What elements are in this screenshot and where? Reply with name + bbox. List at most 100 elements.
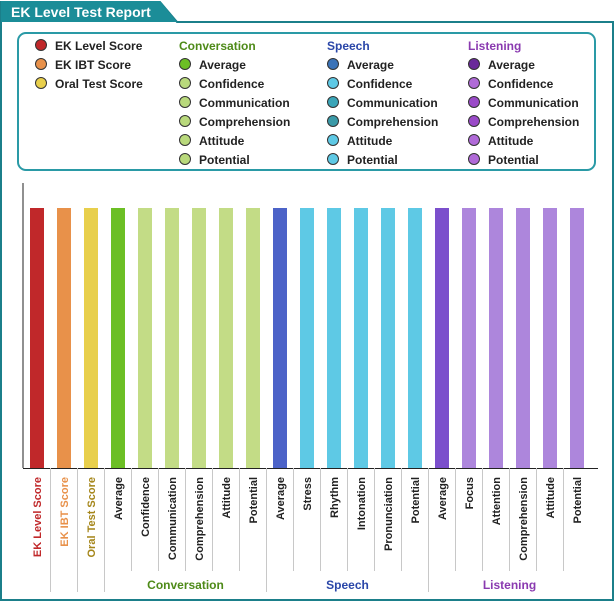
- legend-label: Confidence: [347, 77, 413, 91]
- bar: [489, 208, 503, 468]
- bar: [327, 208, 341, 468]
- bar: [84, 208, 98, 468]
- legend-swatch: [327, 77, 339, 89]
- legend-item: Confidence: [179, 76, 264, 92]
- x-tick-label: EK Level Score: [32, 477, 44, 557]
- legend-swatch: [35, 39, 47, 51]
- legend-label: Oral Test Score: [55, 77, 143, 91]
- legend-group-title: Speech: [327, 39, 370, 53]
- x-tick-label: Pronunciation: [383, 477, 395, 551]
- bar: [381, 208, 395, 468]
- x-group-label: Speech: [326, 578, 369, 592]
- legend-swatch: [468, 153, 480, 165]
- legend-item: Attitude: [468, 133, 533, 149]
- legend-label: EK Level Score: [55, 39, 143, 53]
- legend-label: Average: [347, 58, 394, 72]
- bar: [57, 208, 71, 468]
- x-tick-label: Intonation: [356, 477, 368, 530]
- bar: [516, 208, 530, 468]
- legend-item: Potential: [468, 152, 539, 168]
- legend-swatch: [179, 134, 191, 146]
- report-title: EK Level Test Report: [11, 4, 151, 20]
- bar: [192, 208, 206, 468]
- x-tick-label: Attitude: [545, 477, 557, 519]
- legend-swatch: [327, 58, 339, 70]
- legend-swatch: [327, 96, 339, 108]
- legend-item: Confidence: [468, 76, 553, 92]
- legend-item: Average: [179, 57, 246, 73]
- legend-item: Communication: [179, 95, 290, 111]
- x-tick-label: Oral Test Score: [86, 477, 98, 558]
- x-tick-label: Average: [113, 477, 125, 520]
- legend-item: Potential: [179, 152, 250, 168]
- x-tick-label: Attention: [491, 477, 503, 526]
- legend-item: Comprehension: [327, 114, 438, 130]
- legend-label: Communication: [347, 96, 438, 110]
- x-tick-label: Focus: [464, 477, 476, 509]
- x-tick-label: Rhythm: [329, 477, 341, 518]
- legend-swatch: [179, 115, 191, 127]
- legend-label: Communication: [199, 96, 290, 110]
- legend-label: Average: [488, 58, 535, 72]
- legend-label: EK IBT Score: [55, 58, 132, 72]
- legend-item: Communication: [327, 95, 438, 111]
- legend-item: Oral Test Score: [35, 76, 143, 92]
- x-tick-label: Comprehension: [518, 477, 530, 561]
- legend-label: Average: [199, 58, 246, 72]
- legend-item: Attitude: [327, 133, 392, 149]
- x-tick-label: Confidence: [140, 477, 152, 537]
- legend-swatch: [327, 115, 339, 127]
- x-tick-label: Potential: [410, 477, 422, 523]
- legend-group-title: Listening: [468, 39, 522, 53]
- legend-item: Comprehension: [468, 114, 579, 130]
- legend-swatch: [179, 96, 191, 108]
- bar: [138, 208, 152, 468]
- x-group-label: Conversation: [147, 578, 224, 592]
- bar: [246, 208, 260, 468]
- legend-swatch: [179, 77, 191, 89]
- legend-swatch: [468, 134, 480, 146]
- x-group-label: Listening: [483, 578, 536, 592]
- legend-label: Confidence: [199, 77, 265, 91]
- legend-label: Attitude: [199, 134, 245, 148]
- legend-item: Attitude: [179, 133, 244, 149]
- legend-item: Confidence: [327, 76, 412, 92]
- bar: [354, 208, 368, 468]
- legend-item: Average: [468, 57, 535, 73]
- bar: [300, 208, 314, 468]
- legend-item: EK IBT Score: [35, 57, 131, 73]
- legend-group-title: Conversation: [179, 39, 256, 53]
- legend-label: Attitude: [347, 134, 393, 148]
- legend-swatch: [327, 134, 339, 146]
- legend-swatch: [468, 77, 480, 89]
- legend-item: EK Level Score: [35, 38, 142, 54]
- x-tick-label: EK IBT Score: [59, 477, 71, 547]
- legend-swatch: [179, 58, 191, 70]
- x-tick-label: Comprehension: [194, 477, 206, 561]
- legend-swatch: [468, 96, 480, 108]
- legend-swatch: [327, 153, 339, 165]
- bar: [462, 208, 476, 468]
- legend-label: Attitude: [488, 134, 534, 148]
- legend-swatch: [35, 58, 47, 70]
- legend-label: Comprehension: [199, 115, 291, 129]
- legend-item: Potential: [327, 152, 398, 168]
- legend-item: Comprehension: [179, 114, 290, 130]
- legend-swatch: [35, 77, 47, 89]
- legend-swatch: [179, 153, 191, 165]
- bar: [570, 208, 584, 468]
- bar: [435, 208, 449, 468]
- legend-label: Potential: [488, 153, 539, 167]
- x-tick-label: Potential: [248, 477, 260, 523]
- bar: [408, 208, 422, 468]
- legend-panel: EK Level Score EK IBT Score Oral Test Scor…: [17, 32, 596, 171]
- bar: [543, 208, 557, 468]
- x-tick-label: Communication: [167, 477, 179, 560]
- bar: [273, 208, 287, 468]
- legend-label: Communication: [488, 96, 579, 110]
- legend-swatch: [468, 115, 480, 127]
- x-tick-label: Stress: [302, 477, 314, 511]
- legend-label: Comprehension: [488, 115, 580, 129]
- legend-label: Comprehension: [347, 115, 439, 129]
- legend-item: Average: [327, 57, 394, 73]
